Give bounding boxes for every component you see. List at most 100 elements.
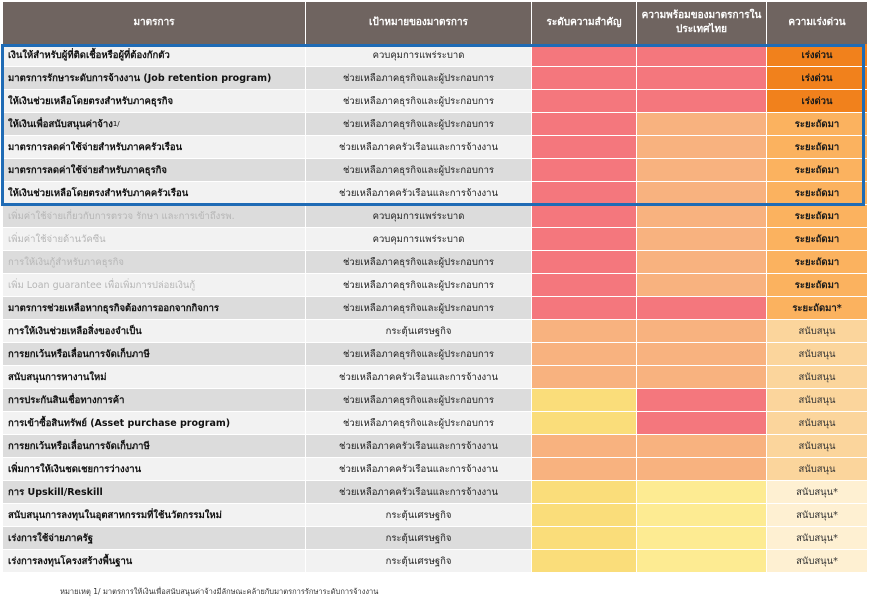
measure-text: การยกเว้นหรือเลื่อนการจัดเก็บภาษี [8,348,150,360]
importance-cell [532,67,637,89]
urgency-cell: เร่งด่วน [767,90,867,112]
urgency-cell: ระยะถัดมา [767,159,867,181]
measure-name: เร่งการลงทุนโครงสร้างพื้นฐาน [3,550,306,572]
readiness-cell [637,251,767,273]
table-body: เงินให้สำหรับผู้ที่ติดเชื้อหรือผู้ที่ต้อ… [3,44,867,573]
urgency-cell: ระยะถัดมา [767,228,867,250]
measure-goal: ช่วยเหลือภาคธุรกิจและผู้ประกอบการ [306,67,532,89]
importance-cell [532,320,637,342]
importance-cell [532,527,637,549]
table-row: เพิ่มค่าใช้จ่ายด้านวัคซีน ควบคุมการแพร่ระ… [3,228,867,251]
readiness-cell [637,366,767,388]
readiness-cell [637,90,767,112]
measure-text: ให้เงินเพื่อสนับสนุนค่าจ้าง [8,118,113,130]
measure-goal: ช่วยเหลือภาคธุรกิจและผู้ประกอบการ [306,113,532,135]
measure-goal: ควบคุมการแพร่ระบาด [306,44,532,66]
measure-goal: ช่วยเหลือภาคธุรกิจและผู้ประกอบการ [306,412,532,434]
importance-cell [532,504,637,526]
header-goal: เป้าหมายของมาตรการ [306,2,532,44]
urgency-cell: สนับสนุน* [767,550,867,572]
measure-name: เพิ่มการให้เงินชดเชยการว่างงาน [3,458,306,480]
readiness-cell [637,44,767,66]
importance-cell [532,550,637,572]
importance-cell [532,481,637,503]
measure-text: สนับสนุนการหางานใหม่ [8,371,107,383]
measure-name: การประกันสินเชื่อทางการค้า [3,389,306,411]
urgency-cell: ระยะถัดมา [767,136,867,158]
urgency-cell: สนับสนุน [767,389,867,411]
table-row: ให้เงินเพื่อสนับสนุนค่าจ้าง 1/ช่วยเหลือภา… [3,113,867,136]
table-row: มาตรการลดค่าใช้จ่ายสำหรับภาคครัวเรือน ช่ว… [3,136,867,159]
measure-name: การยกเว้นหรือเลื่อนการจัดเก็บภาษี [3,435,306,457]
measure-goal: กระตุ้นเศรษฐกิจ [306,527,532,549]
importance-cell [532,458,637,480]
measure-goal: ควบคุมการแพร่ระบาด [306,205,532,227]
measure-name: มาตรการช่วยเหลือหากธุรกิจต้องการออกจากกิ… [3,297,306,319]
importance-cell [532,366,637,388]
readiness-cell [637,274,767,296]
readiness-cell [637,458,767,480]
measure-goal: ช่วยเหลือภาคครัวเรือนและการจ้างงาน [306,481,532,503]
table-row: มาตรการช่วยเหลือหากธุรกิจต้องการออกจากกิ… [3,297,867,320]
urgency-cell: สนับสนุน* [767,481,867,503]
table-row: เพิ่ม Loan guarantee เพื่อเพิ่มการปล่อยเ… [3,274,867,297]
importance-cell [532,113,637,135]
measure-text: การให้เงินกู้สำหรับภาคธุรกิจ [8,256,124,268]
measure-text: ให้เงินช่วยเหลือโดยตรงสำหรับภาคธุรกิจ [8,95,174,107]
table-row: การประกันสินเชื่อทางการค้า ช่วยเหลือภาคธุ… [3,389,867,412]
measure-text: เพิ่มค่าใช้จ่ายเกี่ยวกับการตรวจ รักษา แล… [8,210,235,222]
measure-name: การ Upskill/Reskill [3,481,306,503]
measure-name: การยกเว้นหรือเลื่อนการจัดเก็บภาษี [3,343,306,365]
readiness-cell [637,182,767,204]
measure-name: เร่งการใช้จ่ายภาครัฐ [3,527,306,549]
measure-text: มาตรการช่วยเหลือหากธุรกิจต้องการออกจากกิ… [8,302,220,314]
measure-goal: กระตุ้นเศรษฐกิจ [306,320,532,342]
readiness-cell [637,527,767,549]
urgency-cell: เร่งด่วน [767,44,867,66]
measure-name: ให้เงินเพื่อสนับสนุนค่าจ้าง 1/ [3,113,306,135]
measure-name: การให้เงินกู้สำหรับภาคธุรกิจ [3,251,306,273]
readiness-cell [637,159,767,181]
table-row: การเข้าซื้อสินทรัพย์ (Asset purchase pro… [3,412,867,435]
table-row: การให้เงินช่วยเหลือสิ่งของจำเป็น กระตุ้นเ… [3,320,867,343]
header-importance: ระดับความสำคัญ [532,2,637,44]
urgency-cell: ระยะถัดมา [767,113,867,135]
table-row: การให้เงินกู้สำหรับภาคธุรกิจ ช่วยเหลือภาค… [3,251,867,274]
urgency-cell: สนับสนุน [767,366,867,388]
importance-cell [532,136,637,158]
table-row: เพิ่มค่าใช้จ่ายเกี่ยวกับการตรวจ รักษา แล… [3,205,867,228]
readiness-cell [637,481,767,503]
measure-name: สนับสนุนการหางานใหม่ [3,366,306,388]
measure-goal: ช่วยเหลือภาคครัวเรือนและการจ้างงาน [306,366,532,388]
table-row: เงินให้สำหรับผู้ที่ติดเชื้อหรือผู้ที่ต้อ… [3,44,867,67]
measure-text: การ Upskill/Reskill [8,486,103,498]
readiness-cell [637,389,767,411]
measure-text: เพิ่ม Loan guarantee เพื่อเพิ่มการปล่อยเ… [8,279,196,291]
measure-name: เงินให้สำหรับผู้ที่ติดเชื้อหรือผู้ที่ต้อ… [3,44,306,66]
header-measure: มาตรการ [3,2,306,44]
table-row: ให้เงินช่วยเหลือโดยตรงสำหรับภาคครัวเรือน… [3,182,867,205]
importance-cell [532,297,637,319]
table-row: การยกเว้นหรือเลื่อนการจัดเก็บภาษี ช่วยเหล… [3,343,867,366]
urgency-cell: ระยะถัดมา [767,251,867,273]
urgency-cell: ระยะถัดมา [767,205,867,227]
measure-text: มาตรการลดค่าใช้จ่ายสำหรับภาคธุรกิจ [8,164,167,176]
measure-text: เพิ่มค่าใช้จ่ายด้านวัคซีน [8,233,106,245]
measure-goal: ช่วยเหลือภาคครัวเรือนและการจ้างงาน [306,136,532,158]
measures-table: มาตรการ เป้าหมายของมาตรการ ระดับความสำคั… [3,2,867,573]
importance-cell [532,412,637,434]
measure-name: เพิ่มค่าใช้จ่ายเกี่ยวกับการตรวจ รักษา แล… [3,205,306,227]
table-row: ให้เงินช่วยเหลือโดยตรงสำหรับภาคธุรกิจ ช่ว… [3,90,867,113]
readiness-cell [637,67,767,89]
importance-cell [532,182,637,204]
urgency-cell: สนับสนุน [767,412,867,434]
urgency-cell: สนับสนุน [767,458,867,480]
importance-cell [532,205,637,227]
measure-name: ให้เงินช่วยเหลือโดยตรงสำหรับภาคครัวเรือน [3,182,306,204]
measure-goal: ช่วยเหลือภาคครัวเรือนและการจ้างงาน [306,435,532,457]
readiness-cell [637,136,767,158]
importance-cell [532,159,637,181]
measure-name: มาตรการลดค่าใช้จ่ายสำหรับภาคธุรกิจ [3,159,306,181]
readiness-cell [637,412,767,434]
measure-goal: ช่วยเหลือภาคธุรกิจและผู้ประกอบการ [306,90,532,112]
